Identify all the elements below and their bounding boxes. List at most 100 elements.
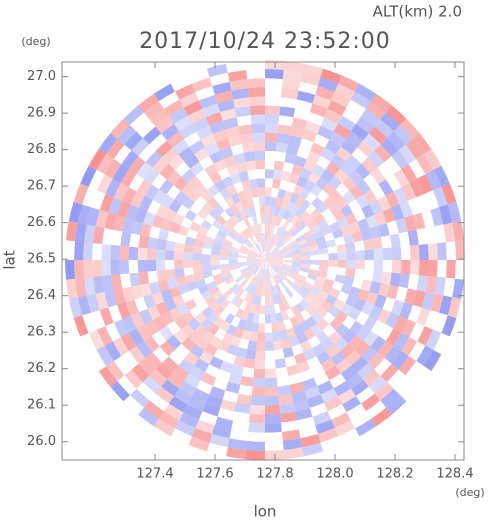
radar-cell xyxy=(292,184,304,196)
radar-cell xyxy=(387,369,406,389)
radar-cell xyxy=(219,255,229,260)
radar-cell xyxy=(325,294,338,306)
radar-cell xyxy=(265,260,272,267)
radar-cell xyxy=(353,298,366,312)
radar-cell xyxy=(229,227,240,237)
radar-cell xyxy=(139,195,153,212)
radar-cell xyxy=(75,222,87,243)
radar-cell xyxy=(146,260,157,272)
radar-cell xyxy=(249,235,257,245)
radar-cell xyxy=(217,340,231,353)
radar-cell xyxy=(343,233,355,244)
radar-cell xyxy=(257,332,265,342)
radar-cell xyxy=(303,179,316,192)
radar-cell xyxy=(130,388,150,408)
radar-cell xyxy=(269,267,276,276)
radar-cell xyxy=(178,283,190,295)
radar-cell xyxy=(315,176,329,190)
radar-cell xyxy=(282,438,303,450)
radar-cell xyxy=(302,229,314,239)
radar-cell xyxy=(134,296,148,313)
radar-cell xyxy=(265,241,267,251)
radar-cell xyxy=(275,293,283,304)
radar-cell xyxy=(280,281,289,291)
radar-cell xyxy=(329,189,343,203)
radar-cell xyxy=(249,105,265,116)
radar-cell xyxy=(240,375,254,387)
radar-cell xyxy=(194,182,208,196)
radar-cell xyxy=(265,132,278,143)
radar-cell xyxy=(243,188,253,200)
radar-cell xyxy=(265,341,274,351)
radar-cell xyxy=(174,315,188,330)
radar-cell xyxy=(257,323,265,333)
radar-cell xyxy=(369,225,381,239)
radar-cell xyxy=(307,171,321,185)
radar-cell xyxy=(194,195,208,209)
radar-cell xyxy=(391,299,405,316)
radar-cell xyxy=(256,169,265,179)
radar-cell xyxy=(144,320,160,336)
radar-cell xyxy=(314,213,326,225)
radar-cell xyxy=(139,308,153,325)
radar-cell xyxy=(278,393,294,405)
radar-cell xyxy=(273,261,283,266)
radar-cell xyxy=(401,337,418,356)
radar-cell xyxy=(156,269,167,282)
radar-cell xyxy=(378,179,394,196)
radar-cell xyxy=(236,234,246,243)
radar-cell xyxy=(265,105,281,116)
radar-cell xyxy=(251,285,258,295)
radar-cell xyxy=(367,150,385,168)
radar-cell xyxy=(259,205,265,215)
radar-cell xyxy=(405,138,424,159)
radar-cell xyxy=(355,116,375,134)
radar-cell xyxy=(222,117,239,130)
radar-cell xyxy=(310,184,323,197)
radar-cell xyxy=(247,340,257,351)
radar-cell xyxy=(243,292,252,302)
radar-cell xyxy=(210,254,220,260)
radar-cell xyxy=(137,247,148,260)
radar-cell xyxy=(113,288,126,305)
radar-cell xyxy=(283,190,293,202)
radar-cell xyxy=(393,332,410,351)
radar-cell xyxy=(335,323,350,338)
radar-cell xyxy=(228,260,238,264)
radar-cell xyxy=(205,394,223,408)
radar-cell xyxy=(308,244,319,252)
radar-cell xyxy=(322,324,336,338)
radar-cell xyxy=(327,404,347,420)
radar-cell xyxy=(212,239,223,247)
radar-cell xyxy=(264,260,265,270)
radar-cell xyxy=(329,221,341,233)
radar-cell xyxy=(226,164,239,176)
radar-cell xyxy=(265,87,282,98)
radar-cell xyxy=(201,176,215,190)
radar-cell xyxy=(278,115,294,127)
radar-cell xyxy=(236,222,245,232)
radar-cell xyxy=(275,284,283,294)
radar-cell xyxy=(342,190,356,205)
radar-cell xyxy=(305,316,317,328)
radar-cell xyxy=(241,179,251,191)
radar-cell xyxy=(270,233,276,244)
radar-cell xyxy=(439,204,453,225)
radar-cell xyxy=(282,161,294,173)
radar-cell xyxy=(272,225,279,235)
radar-cell xyxy=(73,315,89,337)
radar-cell xyxy=(233,355,246,367)
radar-cell xyxy=(266,232,271,243)
radar-cell xyxy=(260,251,265,260)
radar-cell xyxy=(366,101,387,120)
radar-cell xyxy=(235,201,245,212)
radar-cell xyxy=(219,263,230,269)
radar-cell xyxy=(236,115,252,127)
radar-cell xyxy=(201,253,211,260)
radar-cell xyxy=(247,284,255,294)
radar-cell xyxy=(314,295,326,307)
x-tick-label: 127.4 xyxy=(136,467,173,482)
radar-cell xyxy=(289,242,299,250)
radar-cell xyxy=(113,319,129,338)
radar-cell xyxy=(172,365,190,381)
